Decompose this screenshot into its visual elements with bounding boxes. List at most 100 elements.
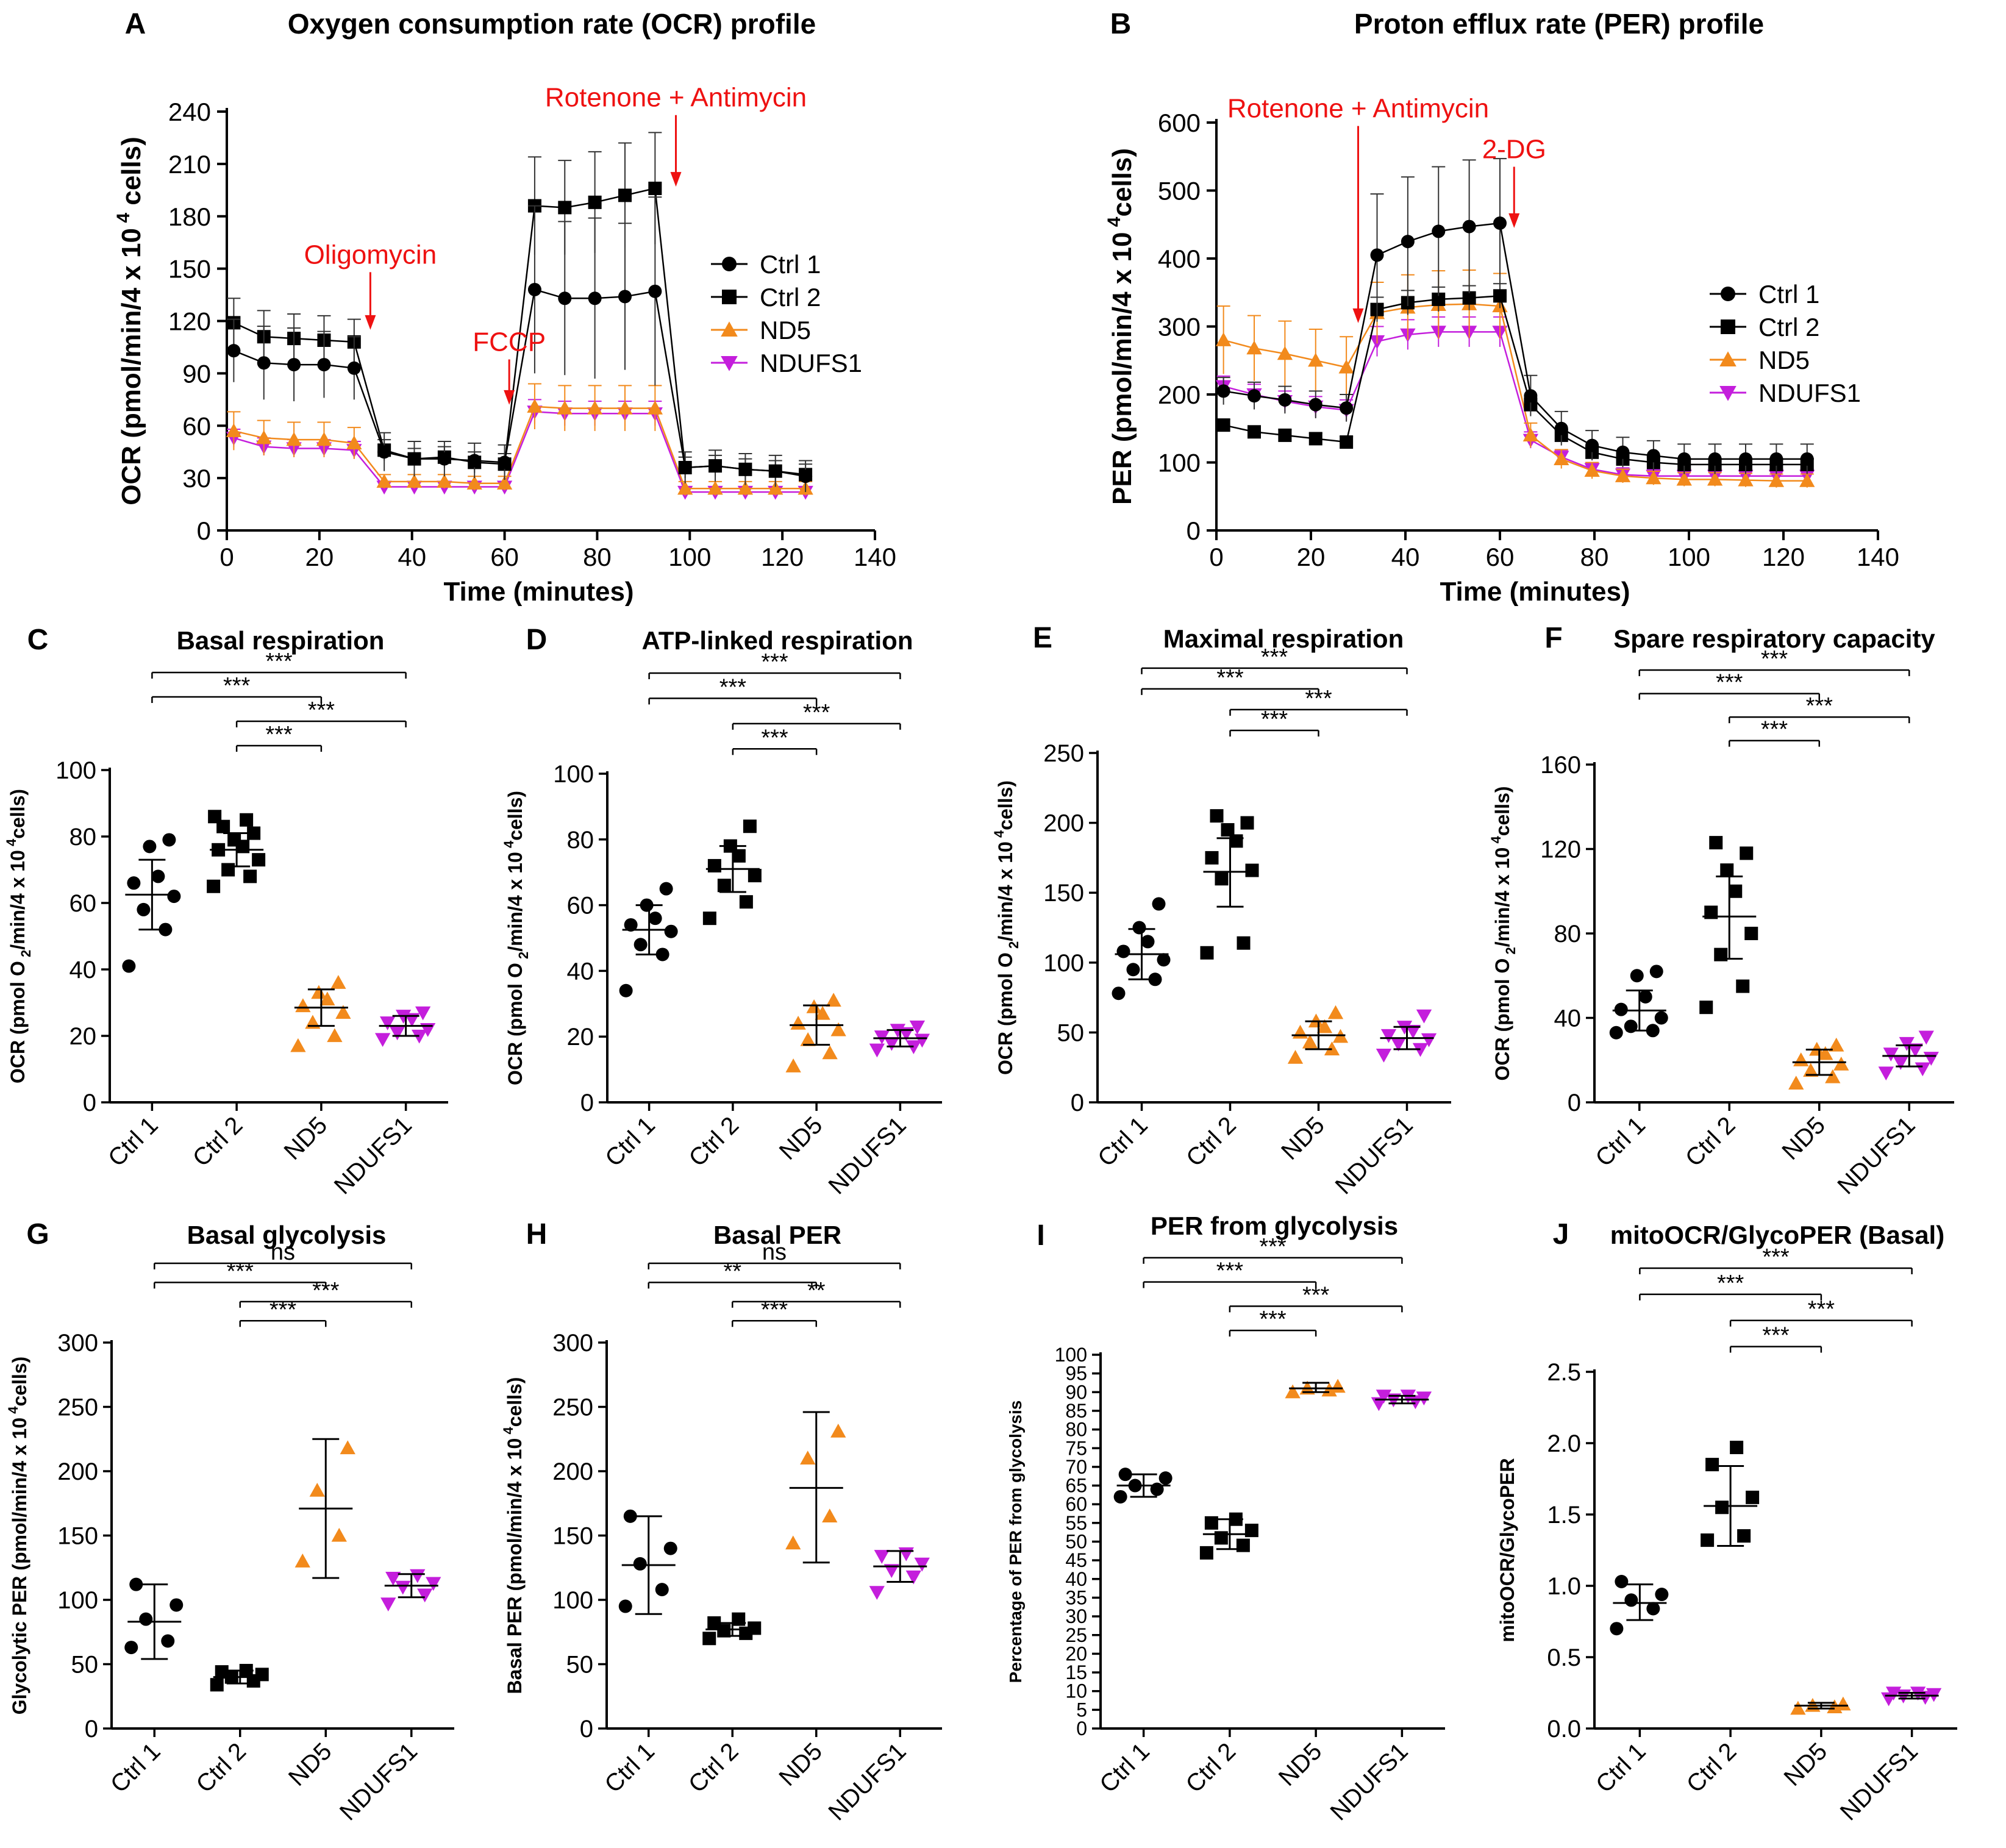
panel-letter: D [526, 624, 548, 656]
data-point [385, 1572, 401, 1586]
group-ndufs1 [1880, 1686, 1942, 1707]
data-point [748, 1621, 762, 1635]
annotation-arrowhead [504, 390, 515, 405]
data-point [822, 1508, 838, 1522]
data-point [1308, 398, 1322, 412]
data-point [1701, 1533, 1715, 1547]
x-axis-label: Time (minutes) [443, 577, 634, 607]
group-ndufs1 [380, 1569, 441, 1611]
annotation-label: Oligomycin [304, 240, 437, 269]
data-point [1199, 1546, 1213, 1560]
comparison-bracket: *** [1229, 707, 1319, 737]
group-nd5 [1790, 1696, 1851, 1715]
y-tick-label: 60 [567, 893, 594, 919]
y-axis-label-sub: 2 [1503, 947, 1518, 958]
data-point [347, 361, 361, 375]
y-tick-label: 0.0 [1547, 1716, 1581, 1743]
data-point [221, 863, 235, 877]
x-tick-label: ND5 [1777, 1111, 1830, 1165]
data-point [240, 813, 254, 827]
x-tick-label: 0 [1209, 543, 1223, 571]
y-tick-label: 75 [1065, 1437, 1087, 1459]
y-tick-label: 55 [1065, 1512, 1087, 1534]
data-point [294, 1554, 310, 1568]
data-point [287, 358, 301, 372]
comparison-bracket: *** [235, 722, 323, 752]
group-nd5 [294, 1438, 355, 1579]
data-point [1158, 1471, 1173, 1485]
significance-label: *** [1762, 1244, 1790, 1270]
significance-label: *** [223, 673, 251, 699]
comparison-bracket: *** [732, 725, 818, 755]
significance-label: *** [1305, 686, 1332, 712]
data-point [647, 400, 663, 415]
significance-label: *** [1716, 670, 1743, 696]
data-point [1416, 1009, 1432, 1024]
data-point [830, 1423, 846, 1438]
data-point [227, 344, 241, 358]
x-tick-label: 120 [761, 543, 804, 571]
group-ctrl-1 [618, 1509, 677, 1615]
y-tick-label: 210 [168, 150, 211, 179]
series-nd5 [226, 383, 813, 496]
data-point [1236, 1538, 1250, 1552]
x-tick-label: 100 [668, 543, 711, 571]
legend-label: Ctrl 2 [1758, 313, 1819, 341]
data-point [127, 876, 141, 890]
panel-letter: G [26, 1218, 49, 1250]
y-axis-label: mitoOCR/GlycoPER [1496, 1458, 1518, 1642]
comparison-bracket: *** [1229, 1307, 1317, 1337]
y-tick-label: 60 [182, 412, 211, 440]
data-point [1584, 463, 1600, 477]
significance-label: *** [227, 1258, 254, 1284]
y-axis-label-end: cells) [504, 1377, 526, 1427]
comparison-bracket: *** [1141, 644, 1408, 674]
data-point [1277, 346, 1293, 360]
data-point [1210, 809, 1224, 823]
data-point [618, 188, 632, 202]
data-point [226, 423, 242, 437]
data-point [1214, 1531, 1228, 1545]
x-tick-label: Ctrl 2 [188, 1111, 248, 1172]
data-point [227, 833, 241, 847]
chart-title: PER from glycolysis [1151, 1211, 1398, 1240]
series-ndufs1 [226, 399, 813, 500]
y-tick-label: 100 [1043, 950, 1084, 977]
series-ctrl-2 [227, 132, 813, 485]
data-point [255, 1668, 269, 1682]
x-tick-label: Ctrl 2 [684, 1111, 744, 1172]
data-point [389, 1026, 405, 1041]
annotation-rotenone-antimycin: Rotenone + Antimycin [1227, 94, 1489, 323]
data-point [1285, 1384, 1301, 1399]
y-tick-label: 200 [1158, 380, 1201, 409]
data-point [1918, 1030, 1934, 1045]
data-point [785, 1535, 801, 1550]
data-point [1302, 1034, 1318, 1049]
data-point [1803, 1063, 1819, 1077]
data-point [655, 1583, 669, 1597]
y-axis-label-main: PER (pmol/min/4 x 10 [1107, 232, 1137, 505]
data-point [1237, 936, 1251, 950]
significance-label: ns [762, 1240, 787, 1265]
x-tick-label: Ctrl 1 [103, 1111, 163, 1172]
data-point [1421, 1033, 1437, 1047]
data-point [380, 1597, 396, 1611]
data-point [406, 474, 423, 488]
data-point [588, 291, 602, 305]
data-point [1248, 389, 1261, 403]
data-point [709, 459, 723, 473]
data-point [415, 1006, 431, 1021]
data-point [1705, 1458, 1719, 1472]
data-point [785, 1058, 801, 1072]
data-point [1825, 1069, 1841, 1083]
comparison-bracket: *** [1639, 1244, 1913, 1274]
data-point [1113, 1489, 1127, 1504]
data-point [768, 480, 783, 495]
data-point [1768, 473, 1785, 487]
data-point [1769, 452, 1783, 466]
data-point [1126, 963, 1140, 977]
significance-label: *** [1216, 665, 1244, 691]
y-tick-label: 65 [1065, 1475, 1087, 1497]
data-point [1278, 428, 1292, 442]
data-point [768, 464, 782, 478]
